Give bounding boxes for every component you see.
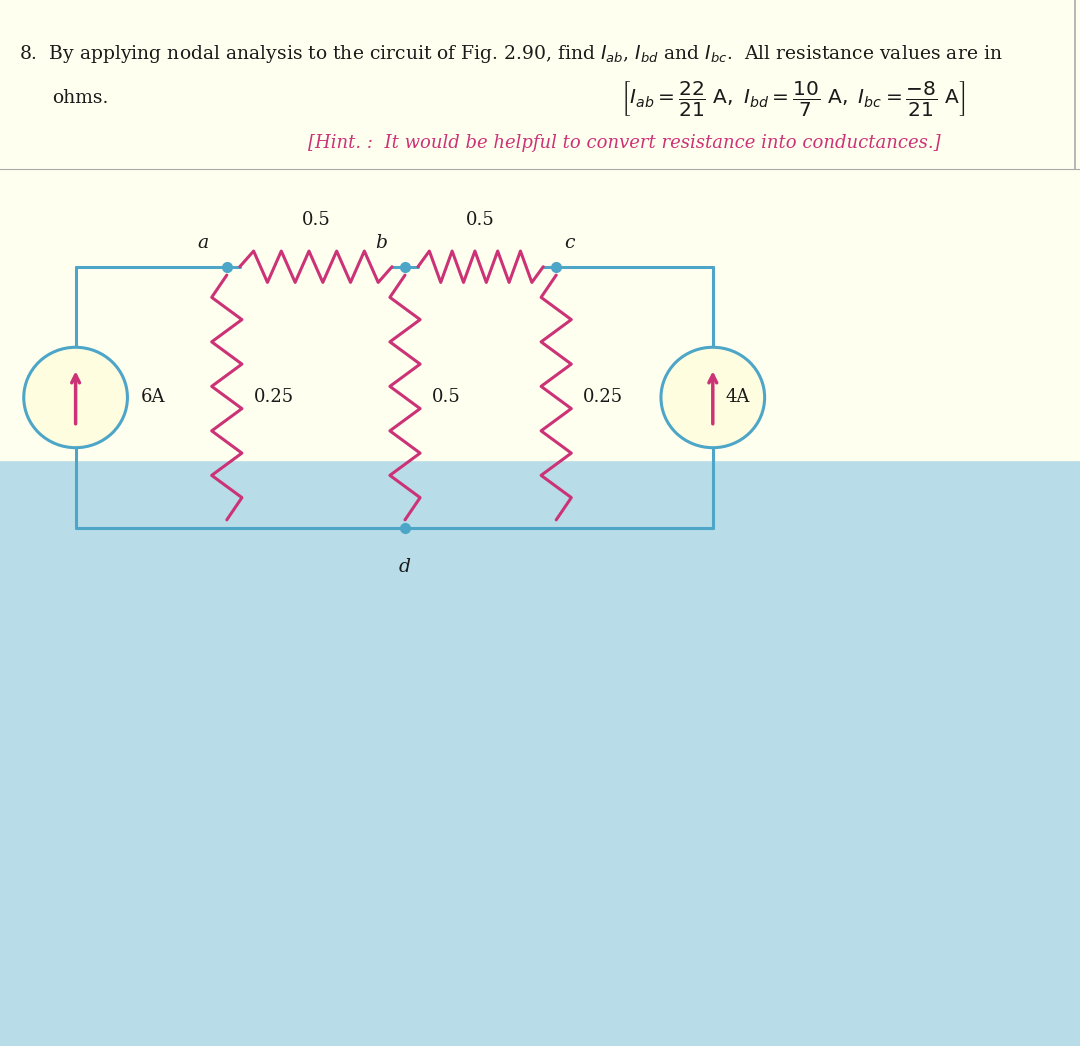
Text: 4A: 4A (726, 388, 751, 407)
Text: 0.5: 0.5 (467, 211, 495, 229)
Circle shape (24, 347, 127, 448)
Text: 0.25: 0.25 (583, 388, 623, 407)
Text: d: d (399, 558, 411, 575)
Text: 6A: 6A (140, 388, 165, 407)
Text: a: a (198, 234, 208, 252)
Text: 0.25: 0.25 (254, 388, 294, 407)
Text: c: c (564, 234, 575, 252)
Bar (0, 0, 1080, 460)
Text: ohms.: ohms. (52, 89, 108, 108)
Text: b: b (375, 234, 388, 252)
Circle shape (661, 347, 765, 448)
Text: [Hint. :  It would be helpful to convert resistance into conductances.]: [Hint. : It would be helpful to convert … (308, 134, 941, 153)
Text: $\left[I_{ab} = \dfrac{22}{21}\ \mathrm{A},\ I_{bd} = \dfrac{10}{7}\ \mathrm{A},: $\left[I_{ab} = \dfrac{22}{21}\ \mathrm{… (621, 78, 966, 118)
Text: 0.5: 0.5 (432, 388, 461, 407)
Text: 0.5: 0.5 (301, 211, 330, 229)
Bar (0, 460, 1080, 1046)
Text: 8.  By applying nodal analysis to the circuit of Fig. 2.90, find $I_{ab}$, $I_{b: 8. By applying nodal analysis to the cir… (19, 43, 1003, 66)
